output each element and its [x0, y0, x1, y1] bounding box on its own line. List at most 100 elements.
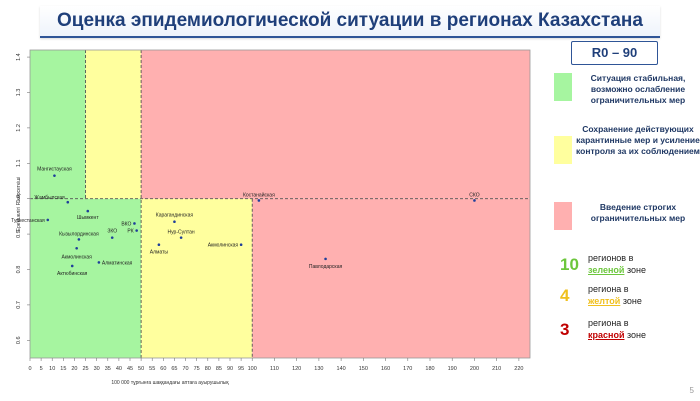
x-tick-label: 200	[470, 366, 479, 372]
zones-layer	[30, 50, 530, 358]
x-tick-label: 85	[216, 366, 222, 372]
green-count-line3: зоне	[624, 265, 646, 275]
zone-green	[30, 198, 142, 358]
data-point	[70, 264, 74, 268]
legend-red-swatch	[554, 202, 572, 230]
yellow-zone-word: желтой	[588, 296, 621, 306]
x-tick-label: 190	[448, 366, 457, 372]
x-tick-label: 140	[337, 366, 346, 372]
epidemic-scatter-chart: 0 5 10 15 20 25 30 35 40 45 50 55 60 65 70 75 80 85 90 95 10…	[11, 49, 531, 386]
x-tick-label: 20	[71, 366, 77, 372]
x-tick-label: 80	[205, 366, 211, 372]
data-point-label: Шымкент	[77, 215, 99, 221]
x-tick-label: 70	[182, 366, 188, 372]
zone-green	[30, 50, 86, 199]
legend-green-text: Ситуация стабильная, возможно ослабление…	[590, 73, 686, 105]
green-zone-word: зеленой	[588, 265, 625, 275]
x-tick-label: 50	[138, 366, 144, 372]
y-tick-label: 0.8	[16, 266, 22, 274]
count-yellow: 4 региона в желтой зоне	[560, 283, 700, 313]
x-tick-label: 75	[194, 366, 200, 372]
green-count-number: 10	[560, 255, 579, 274]
x-tick-label: 95	[238, 366, 244, 372]
data-point-label: Жамбылская	[34, 195, 65, 201]
yellow-count-text: региона в желтой зоне	[588, 283, 642, 307]
red-count-text: региона в красной зоне	[588, 317, 646, 341]
data-point-label: Нур-Султан	[168, 230, 195, 236]
legend-red: Введение строгих ограничительных мер	[554, 202, 700, 248]
zone-yellow	[141, 198, 253, 358]
x-tick-label: 160	[381, 366, 390, 372]
y-tick-label: 1.1	[16, 159, 22, 167]
x-tick-label: 220	[514, 366, 523, 372]
data-point	[179, 236, 183, 239]
data-point	[324, 257, 327, 261]
data-point	[133, 222, 136, 225]
data-point	[239, 243, 243, 247]
data-point-label: Павлодарская	[309, 264, 343, 270]
red-count-line3: зоне	[624, 330, 646, 340]
data-point	[135, 229, 138, 232]
x-tick-label: 5	[40, 366, 43, 372]
data-point-label: Акмолинская	[61, 254, 92, 260]
title-bar: Оценка эпидемиологической ситуации в рег…	[40, 6, 660, 38]
data-point	[257, 199, 261, 202]
data-point-label: Алматы	[150, 250, 169, 256]
x-tick-label: 110	[270, 366, 279, 372]
data-point-label: Карагандинская	[156, 213, 194, 219]
data-point-label: Туркестанская	[11, 218, 45, 224]
red-zone-word: красной	[588, 330, 625, 340]
y-tick-label: 0.6	[16, 336, 22, 344]
x-tick-label: 40	[116, 366, 122, 372]
x-tick-label: 30	[94, 366, 100, 372]
page-number: 5	[689, 386, 694, 395]
zone-red	[141, 50, 530, 199]
data-point-label: Алматинская	[102, 260, 133, 266]
x-tick-label: 45	[127, 366, 133, 372]
red-count-line1: региона в	[588, 318, 629, 328]
data-point	[46, 218, 50, 222]
data-point-label: Мангистауская	[37, 167, 72, 173]
x-tick-label: 35	[105, 366, 111, 372]
legend-yellow-text: Сохранение действующих карантинные мер и…	[576, 124, 700, 156]
x-tick-label: 60	[160, 366, 166, 372]
y-tick-label: 1.3	[16, 89, 22, 97]
data-point	[473, 199, 476, 202]
data-point	[110, 236, 114, 239]
y-tick-label: 1.2	[16, 124, 22, 132]
data-point-label: ВКО	[121, 221, 131, 227]
zone-yellow	[85, 50, 142, 199]
y-tick-label: 1.0	[16, 195, 22, 203]
count-green: 10 регионов в зеленой зоне	[560, 252, 700, 282]
x-tick-label: 120	[292, 366, 301, 372]
x-tick-label: 150	[359, 366, 368, 372]
data-point	[86, 209, 90, 213]
data-point	[77, 238, 81, 241]
yellow-count-number: 4	[560, 286, 570, 305]
x-tick-label: 130	[314, 366, 323, 372]
points-layer: Мангистауская Жамбылская Туркестанская Шымк…	[11, 167, 480, 277]
threshold-lines	[30, 50, 530, 358]
legend-green: Ситуация стабильная, возможно ослабление…	[554, 73, 700, 119]
y-axis-title: Ерекшелігі R көрсеткіші	[16, 177, 22, 232]
data-point-label: Акмолинская	[208, 243, 239, 249]
x-tick-label: 100	[248, 366, 257, 372]
yellow-count-line3: зоне	[620, 296, 642, 306]
data-point-label: Кызылординская	[59, 231, 99, 237]
x-tick-label: 210	[492, 366, 501, 372]
zone-red	[252, 198, 530, 358]
legend-red-text: Введение строгих ограничительных мер	[590, 202, 686, 223]
count-red: 3 региона в красной зоне	[560, 317, 700, 347]
data-point-label: СКО	[469, 192, 479, 198]
legend-yellow-swatch	[554, 136, 572, 164]
data-point	[66, 200, 70, 204]
y-tick-label: 0.7	[16, 301, 22, 309]
data-point	[173, 220, 176, 224]
legend-yellow: Сохранение действующих карантинные мер и…	[554, 124, 700, 170]
x-axis-title: 100 000 тұрғынға шаққандағы аптаға ауыру…	[111, 380, 229, 386]
green-count-line1: регионов в	[588, 253, 634, 263]
y-tick-label: 0.9	[16, 230, 22, 238]
x-tick-label: 170	[403, 366, 412, 372]
data-point-label: ЗКО	[107, 229, 117, 235]
